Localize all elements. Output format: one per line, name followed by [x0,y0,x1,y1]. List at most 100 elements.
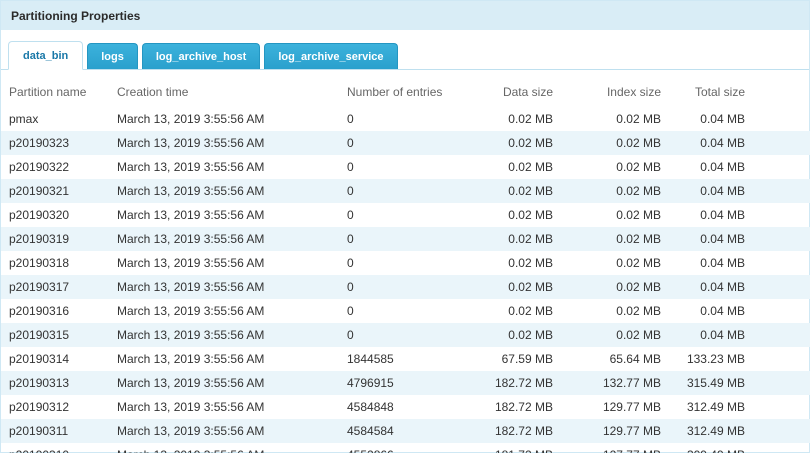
cell: 0 [343,299,455,323]
column-header-data-size: Data size [455,79,565,107]
table-row[interactable]: p20190323March 13, 2019 3:55:56 AM00.02 … [1,131,810,155]
cell: 312.49 MB [665,419,810,443]
cell: 315.49 MB [665,371,810,395]
cell: March 13, 2019 3:55:56 AM [113,323,343,347]
cell: 4552866 [343,443,455,453]
cell: 0 [343,251,455,275]
cell: 0.02 MB [455,251,565,275]
cell: March 13, 2019 3:55:56 AM [113,155,343,179]
table-row[interactable]: p20190319March 13, 2019 3:55:56 AM00.02 … [1,227,810,251]
cell: 0.02 MB [565,275,665,299]
cell: p20190321 [1,179,113,203]
column-header-creation-time: Creation time [113,79,343,107]
table-row[interactable]: p20190318March 13, 2019 3:55:56 AM00.02 … [1,251,810,275]
cell: March 13, 2019 3:55:56 AM [113,275,343,299]
cell: p20190318 [1,251,113,275]
cell: 129.77 MB [565,395,665,419]
cell: 0.02 MB [455,227,565,251]
table-row[interactable]: p20190316March 13, 2019 3:55:56 AM00.02 … [1,299,810,323]
cell: p20190315 [1,323,113,347]
cell: 0.04 MB [665,155,810,179]
table-row[interactable]: p20190313March 13, 2019 3:55:56 AM479691… [1,371,810,395]
table-body: pmaxMarch 13, 2019 3:55:56 AM00.02 MB0.0… [1,107,810,453]
cell: 4796915 [343,371,455,395]
cell: March 13, 2019 3:55:56 AM [113,203,343,227]
column-header-partition-name: Partition name [1,79,113,107]
cell: 0.02 MB [455,299,565,323]
table-row[interactable]: pmaxMarch 13, 2019 3:55:56 AM00.02 MB0.0… [1,107,810,131]
cell: 0.02 MB [565,155,665,179]
table-row[interactable]: p20190315March 13, 2019 3:55:56 AM00.02 … [1,323,810,347]
cell: 0.02 MB [565,227,665,251]
cell: p20190310 [1,443,113,453]
cell: 0.04 MB [665,275,810,299]
cell: March 13, 2019 3:55:56 AM [113,395,343,419]
cell: 0 [343,107,455,131]
table-row[interactable]: p20190311March 13, 2019 3:55:56 AM458458… [1,419,810,443]
cell: 0.02 MB [565,251,665,275]
cell: 0.02 MB [565,299,665,323]
cell: p20190319 [1,227,113,251]
cell: 0.04 MB [665,251,810,275]
cell: 65.64 MB [565,347,665,371]
cell: 0.02 MB [455,107,565,131]
cell: 309.49 MB [665,443,810,453]
cell: March 13, 2019 3:55:56 AM [113,443,343,453]
cell: 0.02 MB [455,323,565,347]
cell: 0.04 MB [665,179,810,203]
cell: 0.04 MB [665,203,810,227]
cell: March 13, 2019 3:55:56 AM [113,227,343,251]
cell: 4584584 [343,419,455,443]
tab-logs[interactable]: logs [87,43,138,69]
cell: 67.59 MB [455,347,565,371]
cell: March 13, 2019 3:55:56 AM [113,179,343,203]
cell: 182.72 MB [455,395,565,419]
table-row[interactable]: p20190321March 13, 2019 3:55:56 AM00.02 … [1,179,810,203]
cell: 0.02 MB [455,275,565,299]
cell: 181.72 MB [455,443,565,453]
tab-log_archive_host[interactable]: log_archive_host [142,43,260,69]
cell: 0.02 MB [565,179,665,203]
cell: p20190316 [1,299,113,323]
cell: 0 [343,179,455,203]
cell: 0.02 MB [565,107,665,131]
cell: 0.02 MB [455,203,565,227]
cell: 0.02 MB [455,179,565,203]
cell: March 13, 2019 3:55:56 AM [113,299,343,323]
cell: 0.02 MB [455,155,565,179]
cell: p20190314 [1,347,113,371]
cell: pmax [1,107,113,131]
cell: 132.77 MB [565,371,665,395]
table-row[interactable]: p20190317March 13, 2019 3:55:56 AM00.02 … [1,275,810,299]
cell: March 13, 2019 3:55:56 AM [113,251,343,275]
table-row[interactable]: p20190314March 13, 2019 3:55:56 AM184458… [1,347,810,371]
cell: 312.49 MB [665,395,810,419]
table-row[interactable]: p20190322March 13, 2019 3:55:56 AM00.02 … [1,155,810,179]
cell: March 13, 2019 3:55:56 AM [113,419,343,443]
tab-log_archive_service[interactable]: log_archive_service [264,43,397,69]
tab-bar: data_binlogslog_archive_hostlog_archive_… [1,30,809,70]
table-row[interactable]: p20190320March 13, 2019 3:55:56 AM00.02 … [1,203,810,227]
cell: p20190317 [1,275,113,299]
panel-title: Partitioning Properties [1,1,809,30]
cell: March 13, 2019 3:55:56 AM [113,131,343,155]
cell: p20190312 [1,395,113,419]
cell: p20190323 [1,131,113,155]
cell: 0 [343,275,455,299]
cell: 133.23 MB [665,347,810,371]
cell: 182.72 MB [455,419,565,443]
cell: 0.02 MB [565,203,665,227]
column-header-index-size: Index size [565,79,665,107]
cell: 182.72 MB [455,371,565,395]
table-row[interactable]: p20190312March 13, 2019 3:55:56 AM458484… [1,395,810,419]
cell: 0.04 MB [665,323,810,347]
table-row[interactable]: p20190310March 13, 2019 3:55:56 AM455286… [1,443,810,453]
column-header-total-size: Total size [665,79,810,107]
cell: March 13, 2019 3:55:56 AM [113,347,343,371]
partitioning-properties-panel: Partitioning Properties data_binlogslog_… [0,0,810,453]
tab-data_bin[interactable]: data_bin [8,41,83,70]
cell: p20190313 [1,371,113,395]
cell: 127.77 MB [565,443,665,453]
cell: p20190320 [1,203,113,227]
cell: 0.04 MB [665,107,810,131]
